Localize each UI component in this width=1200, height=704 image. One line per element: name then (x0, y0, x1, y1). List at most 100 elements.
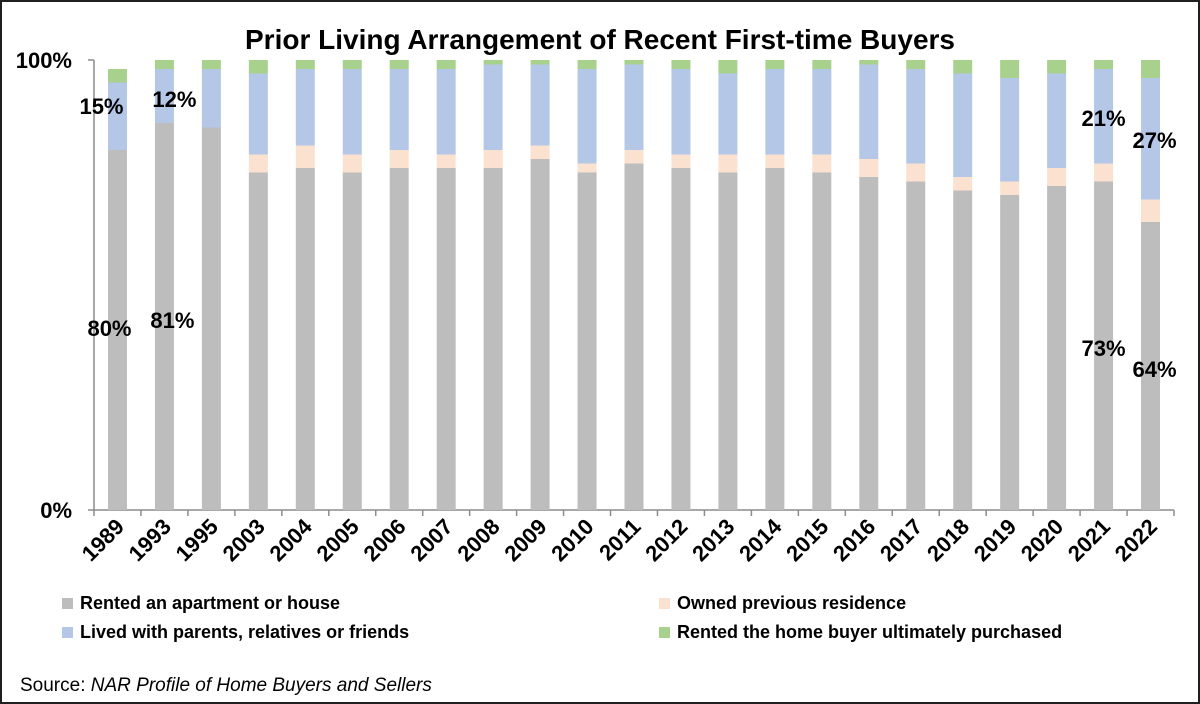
x-tick-label: 1993 (124, 514, 176, 566)
bar-segment (201, 60, 221, 69)
bar-segment (1000, 181, 1020, 195)
legend-swatch (659, 598, 670, 609)
x-tick-label: 2004 (265, 513, 318, 566)
bar-segment (1141, 222, 1161, 510)
bar-segment (1000, 60, 1020, 78)
bar-segment (107, 82, 127, 150)
data-label: 73% (1082, 336, 1126, 361)
legend-label: Rented the home buyer ultimately purchas… (677, 622, 1062, 642)
bar-segment (577, 172, 597, 510)
bar-segment (718, 154, 738, 173)
bar-segment (812, 69, 832, 155)
x-tick-label: 1995 (171, 514, 223, 566)
bar-segment (436, 154, 456, 168)
chart-title: Prior Living Arrangement of Recent First… (245, 24, 955, 55)
bar-segment (295, 145, 315, 168)
bar-segment (1141, 78, 1161, 200)
bar-segment (107, 150, 127, 510)
bar-segment (154, 69, 174, 123)
x-tick-label: 2013 (687, 514, 739, 566)
bar-segment (859, 60, 879, 65)
bar-segment (107, 69, 127, 83)
bar-segment (812, 60, 832, 69)
x-tick-label: 2011 (594, 514, 645, 565)
x-tick-label: 2005 (312, 514, 364, 566)
bar-segment (859, 159, 879, 177)
legend-swatch (62, 598, 73, 609)
bar-segment (953, 190, 973, 510)
data-label: 27% (1132, 128, 1176, 153)
data-label: 21% (1082, 106, 1126, 131)
bar-segment (624, 163, 644, 510)
x-tick-label: 2009 (499, 514, 551, 566)
bar-segment (1141, 60, 1161, 78)
x-tick-label: 2014 (734, 513, 787, 566)
bar-segment (671, 154, 691, 168)
legend-item: Rented the home buyer ultimately purchas… (659, 622, 1062, 642)
y-tick-label: 100% (16, 48, 72, 73)
bar-segment (1047, 168, 1067, 186)
bar-segment (248, 60, 268, 74)
bar-segment (1047, 60, 1067, 74)
bar-segment (765, 168, 785, 510)
bar-segment (154, 60, 174, 69)
bar-segment (765, 60, 785, 69)
bar-segment (530, 64, 550, 146)
bar-segment (342, 154, 362, 173)
bar-segment (530, 145, 550, 159)
legend-item: Rented an apartment or house (62, 593, 340, 613)
x-tick-label: 1989 (77, 514, 129, 566)
x-tick-label: 2008 (452, 514, 504, 566)
x-tick-label: 2007 (405, 514, 457, 566)
data-label: 80% (87, 316, 131, 341)
x-tick-label: 2018 (922, 514, 974, 566)
bar-segment (342, 60, 362, 69)
x-tick-labels: 1989199319952003200420052006200720082009… (77, 513, 1162, 566)
bar-segment (201, 69, 221, 128)
legend-item: Lived with parents, relatives or friends (62, 622, 409, 642)
data-label: 12% (152, 87, 196, 112)
bar-segment (295, 60, 315, 69)
bar-segment (906, 69, 926, 164)
bar-segment (577, 163, 597, 173)
bar-segment (765, 154, 785, 168)
bar-segment (295, 69, 315, 146)
bar-segment (671, 69, 691, 155)
bar-segment (765, 69, 785, 155)
bar-segment (1094, 69, 1114, 164)
bar-segment (624, 150, 644, 164)
bar-segment (953, 73, 973, 177)
bar-segment (1047, 73, 1067, 168)
source-note: Source: NAR Profile of Home Buyers and S… (20, 675, 432, 697)
bar-segment (718, 73, 738, 155)
bar-segment (859, 177, 879, 510)
legend-swatch (659, 627, 670, 638)
x-tick-label: 2016 (828, 514, 880, 566)
bar-segment (436, 60, 456, 69)
x-tick-label: 2010 (546, 514, 598, 566)
bar-segment (577, 60, 597, 69)
bar-segment (436, 69, 456, 155)
bar-segment (248, 73, 268, 155)
legend-swatch (62, 627, 73, 638)
bar-segment (248, 154, 268, 173)
x-tick-label: 2017 (875, 514, 927, 566)
bar-segment (718, 60, 738, 74)
data-labels: 15% 12% 80% 81% 21%27% 73%64% (79, 87, 1176, 382)
bar-segment (1094, 60, 1114, 69)
bar-segment (483, 150, 503, 168)
bar-segment (953, 177, 973, 191)
data-label: 81% (150, 308, 194, 333)
bar-segment (671, 168, 691, 510)
bar-segment (1141, 199, 1161, 222)
data-label: 64% (1132, 357, 1176, 382)
bar-segment (1000, 195, 1020, 510)
y-tick-labels: 100% 0% (16, 48, 72, 523)
legend-label: Lived with parents, relatives or friends (80, 622, 409, 642)
x-tick-label: 2012 (640, 514, 692, 566)
x-tick-label: 2022 (1110, 514, 1162, 566)
bar-segment (812, 154, 832, 173)
x-tick-label: 2015 (781, 514, 833, 566)
x-tick-label: 2019 (969, 514, 1021, 566)
